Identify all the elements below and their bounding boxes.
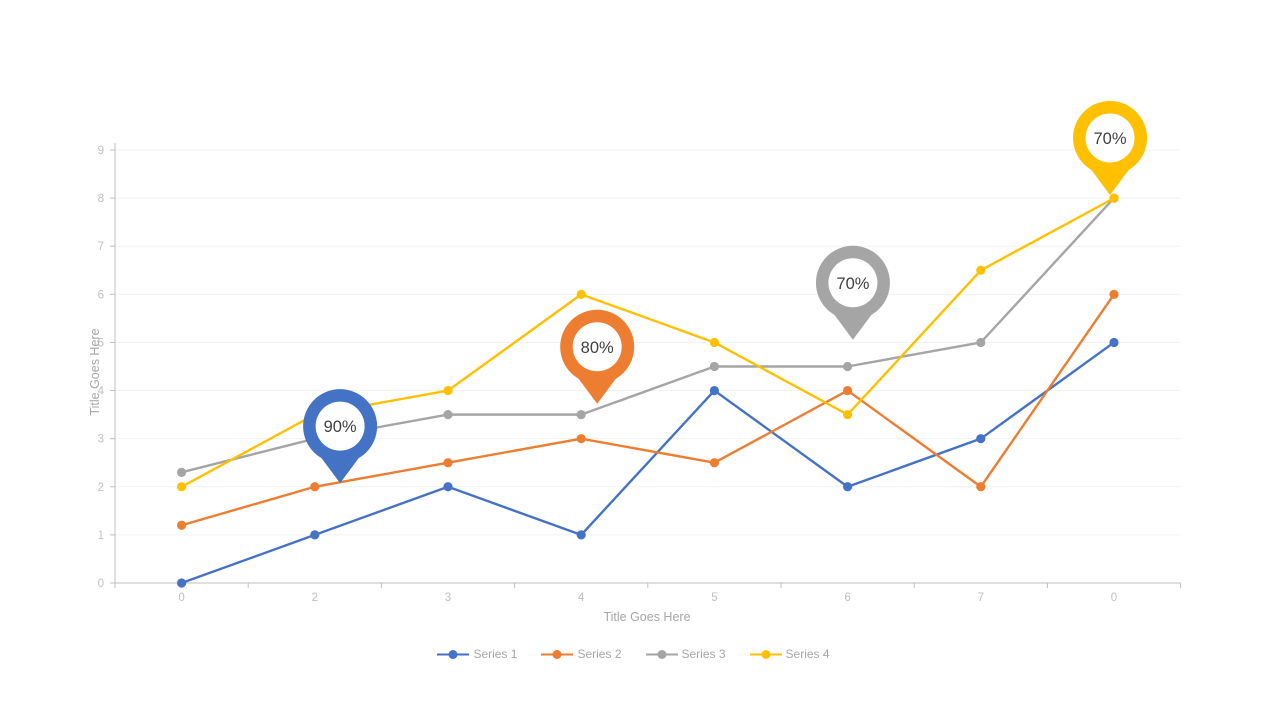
data-point-series-1 — [177, 578, 187, 588]
legend-label: Series 1 — [473, 647, 518, 661]
data-point-series-3 — [976, 337, 986, 348]
data-point-series-1 — [576, 530, 586, 540]
x-tick-label: 7 — [978, 592, 984, 604]
callout-pin-4-label: 70% — [1093, 130, 1126, 148]
callout-pin-3-inner — [828, 258, 878, 308]
data-point-series-3 — [843, 361, 853, 372]
y-tick-label: 9 — [98, 145, 104, 157]
series-line-2 — [180, 293, 1116, 527]
data-point-series-4 — [576, 289, 586, 299]
callout-pin-2-inner — [572, 322, 622, 372]
y-tick-label: 6 — [98, 289, 104, 301]
x-tick-label: 2 — [312, 592, 318, 604]
data-point-series-2 — [709, 458, 720, 468]
y-tick-label: 1 — [98, 530, 104, 542]
y-tick-label: 7 — [98, 241, 104, 253]
data-point-series-3 — [576, 410, 586, 420]
data-point-series-2 — [976, 482, 986, 492]
y-tick-label: 0 — [98, 578, 104, 590]
data-point-series-3 — [443, 410, 453, 420]
legend-item-series-2: Series 2 — [541, 647, 622, 661]
x-tick-label: 0 — [178, 592, 184, 604]
callout-pin-1-inner — [315, 401, 365, 451]
legend-marker-icon — [749, 649, 782, 659]
legend-item-series-4: Series 4 — [749, 647, 830, 661]
legend: Series 1 Series 2 Series 3 Series 4 — [0, 647, 1267, 661]
data-point-series-2 — [843, 385, 853, 396]
data-point-series-4 — [1109, 193, 1119, 203]
legend-item-series-1: Series 1 — [437, 647, 517, 661]
data-point-series-2 — [576, 434, 586, 444]
data-point-series-1 — [1109, 337, 1119, 348]
legend-marker-icon — [645, 649, 678, 659]
data-point-series-1 — [709, 385, 720, 396]
y-tick-label: 2 — [98, 482, 104, 494]
data-point-series-1 — [310, 530, 320, 540]
x-tick-label: 6 — [844, 592, 850, 604]
legend-label: Series 2 — [577, 647, 622, 661]
data-point-series-3 — [709, 361, 720, 372]
data-point-series-4 — [976, 265, 986, 275]
y-tick-label: 5 — [98, 337, 104, 349]
callout-pin-2-label: 80% — [581, 339, 614, 357]
callout-pin-3-label: 70% — [836, 275, 869, 293]
data-point-series-4 — [843, 410, 853, 420]
x-tick-label: 3 — [445, 592, 451, 604]
series-line-1 — [180, 341, 1116, 585]
callout-pin-4-inner — [1085, 113, 1135, 163]
y-tick-label: 4 — [98, 386, 105, 398]
data-point-series-3 — [177, 467, 187, 477]
legend-marker-icon — [541, 649, 574, 659]
data-point-series-1 — [443, 482, 453, 492]
data-point-series-4 — [709, 337, 720, 348]
data-point-series-2 — [443, 458, 453, 468]
data-point-series-2 — [310, 482, 320, 492]
legend-label: Series 4 — [785, 647, 830, 661]
y-tick-label: 8 — [98, 193, 104, 205]
x-tick-label: 4 — [578, 592, 585, 604]
data-point-series-2 — [1109, 289, 1119, 299]
data-point-series-4 — [443, 385, 453, 396]
y-tick-label: 3 — [98, 434, 104, 446]
data-point-series-1 — [976, 434, 986, 444]
legend-marker-icon — [437, 649, 470, 659]
callout-pin-1-label: 90% — [324, 418, 357, 436]
x-axis-title: Title Goes Here — [603, 610, 691, 624]
x-tick-label: 0 — [1111, 592, 1117, 604]
legend-label: Series 3 — [681, 647, 726, 661]
data-point-series-4 — [177, 482, 187, 492]
y-axis-title: Title Goes Here — [88, 328, 102, 416]
legend-item-series-3: Series 3 — [645, 647, 726, 661]
data-point-series-2 — [177, 520, 187, 530]
data-point-series-1 — [843, 482, 853, 492]
x-tick-label: 5 — [711, 592, 717, 604]
